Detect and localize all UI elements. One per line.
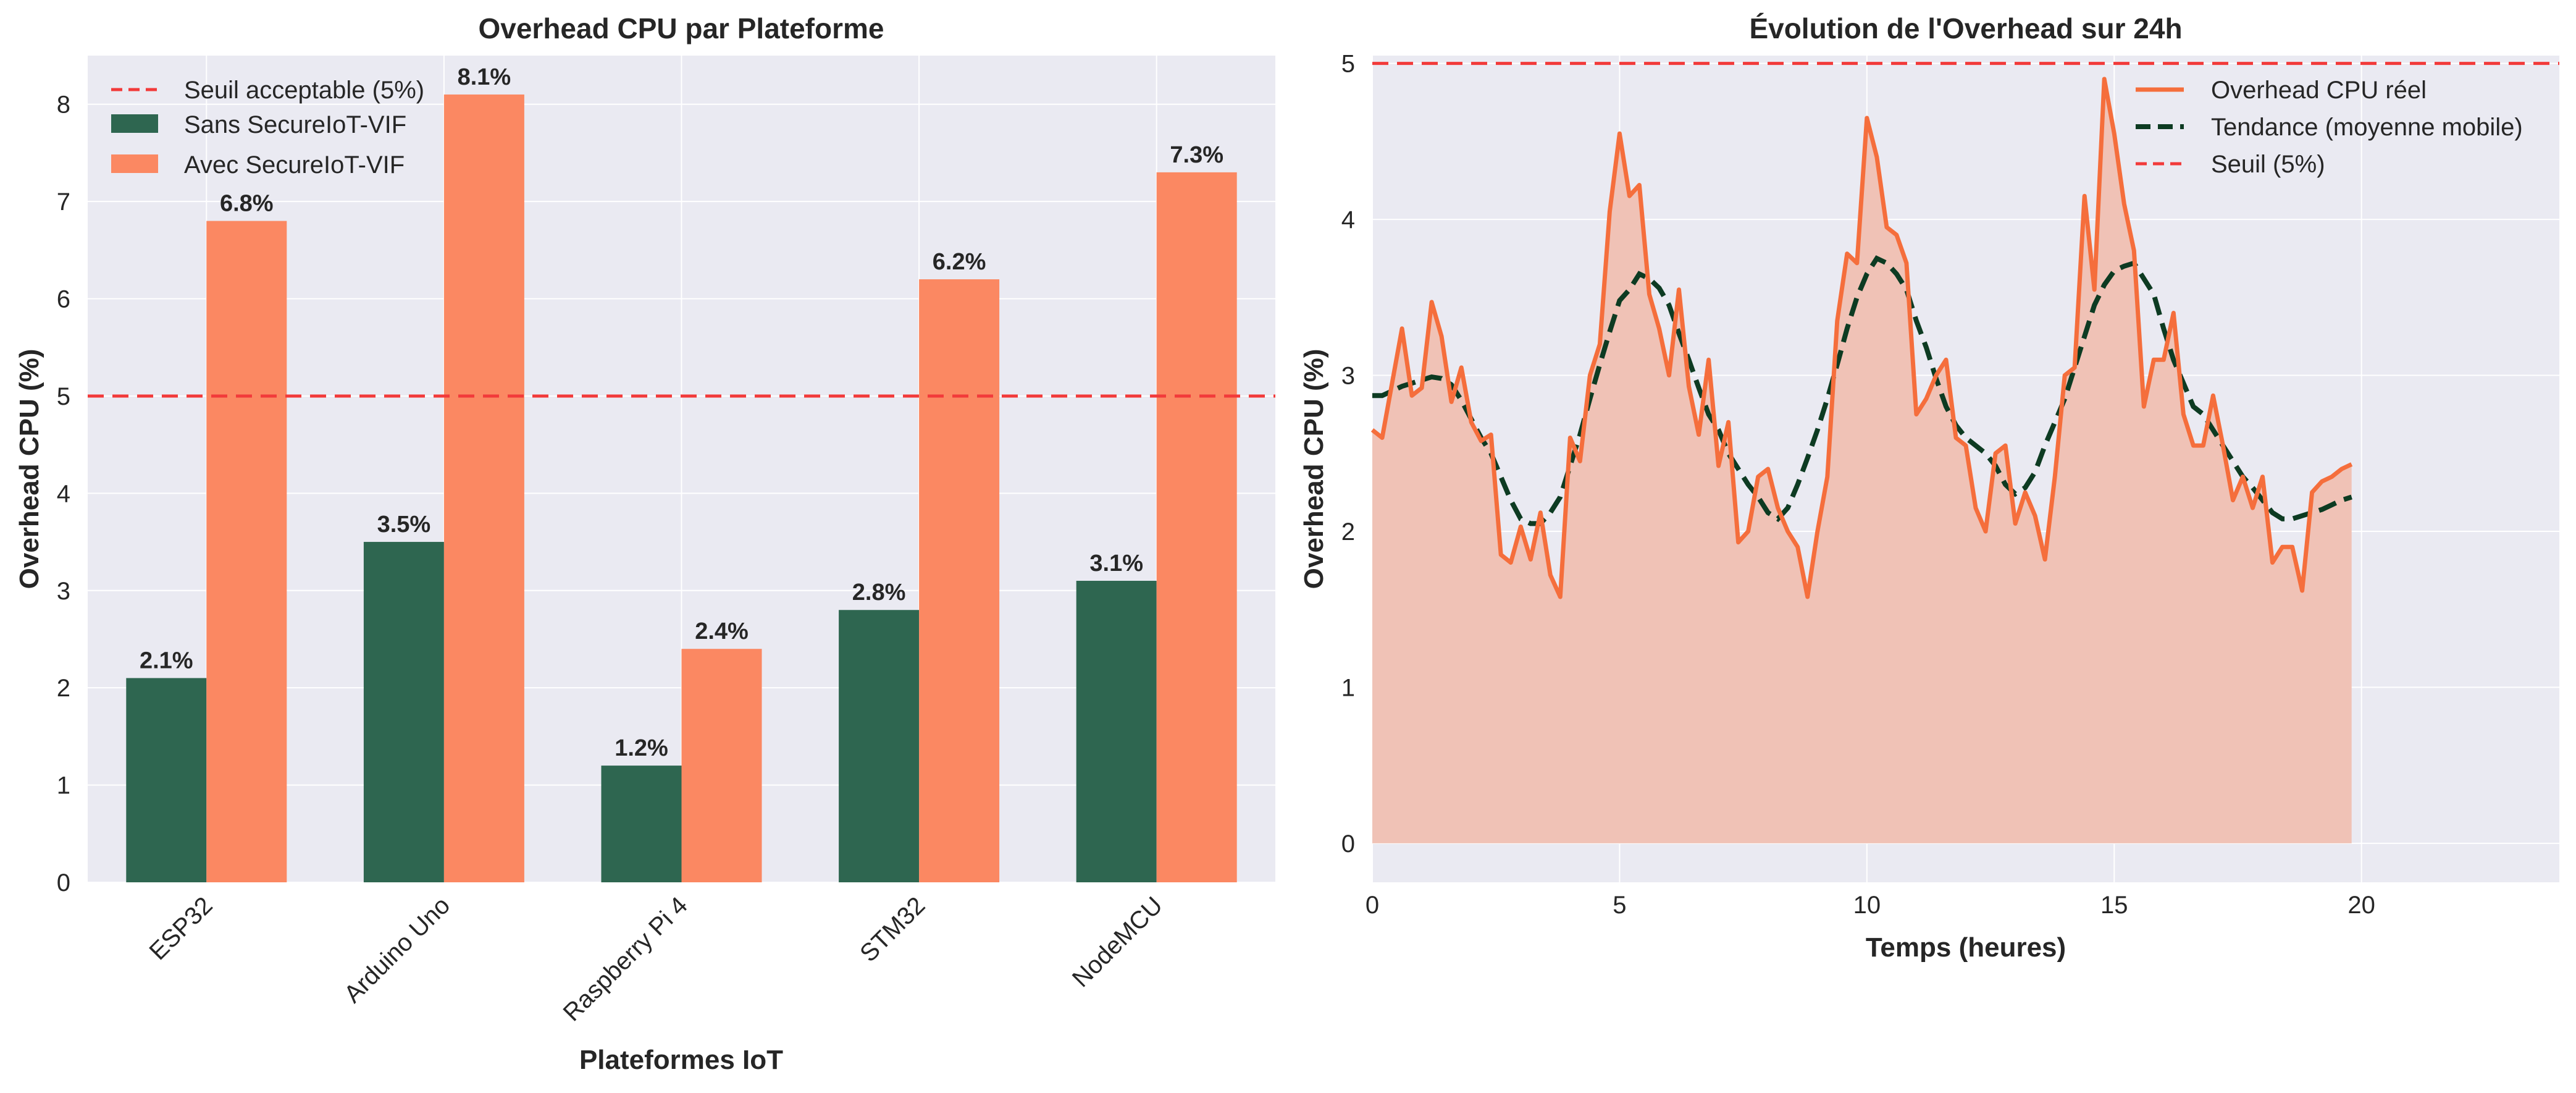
left-y-tick-label: 5 xyxy=(57,383,70,410)
right-x-tick-label: 15 xyxy=(2100,892,2128,919)
bar-value-label: 6.2% xyxy=(933,249,986,275)
left-y-ticks: 0 1 2 3 4 5 6 7 8 xyxy=(57,91,70,897)
left-x-tick-label: Raspberry Pi 4 xyxy=(558,892,693,1026)
bar-value-label: 1.2% xyxy=(615,735,668,761)
right-y-tick-label: 1 xyxy=(1341,674,1355,701)
right-y-axis-label: Overhead CPU (%) xyxy=(1299,349,1329,589)
right-x-ticks: 0 5 10 15 20 xyxy=(1366,892,2375,919)
right-y-tick-label: 5 xyxy=(1341,51,1355,78)
right-y-tick-label: 4 xyxy=(1341,206,1355,234)
bar-value-label: 6.8% xyxy=(220,191,274,217)
overhead-fill-area xyxy=(1372,78,2352,843)
legend-threshold-label: Seuil acceptable (5%) xyxy=(184,77,424,104)
bar-avec xyxy=(919,279,1000,882)
bar-avec xyxy=(443,94,524,882)
left-x-tick-label: ESP32 xyxy=(144,892,217,965)
legend-overhead-label: Overhead CPU réel xyxy=(2211,77,2427,104)
left-x-tick-label: Arduino Uno xyxy=(339,892,455,1008)
bar-avec xyxy=(206,221,287,883)
right-x-tick-label: 10 xyxy=(1853,892,1881,919)
left-bars xyxy=(126,94,1237,883)
legend-sans-swatch xyxy=(111,114,158,133)
left-x-tick-label: NodeMCU xyxy=(1067,892,1168,992)
bar-sans xyxy=(126,678,207,882)
right-x-tick-label: 5 xyxy=(1613,892,1626,919)
legend-seuil-label: Seuil (5%) xyxy=(2211,151,2325,178)
bar-sans xyxy=(363,542,444,882)
left-y-tick-label: 8 xyxy=(57,91,70,119)
left-y-tick-label: 7 xyxy=(57,188,70,216)
bar-sans xyxy=(839,610,920,882)
bar-value-label: 2.4% xyxy=(695,618,749,644)
bar-value-label: 3.1% xyxy=(1089,551,1143,576)
right-x-tick-label: 20 xyxy=(2347,892,2375,919)
right-legend: Overhead CPU réel Tendance (moyenne mobi… xyxy=(2136,77,2523,178)
bar-value-label: 2.8% xyxy=(852,580,906,606)
left-x-ticks: ESP32 Arduino Uno Raspberry Pi 4 STM32 NodeM… xyxy=(144,892,1168,1026)
legend-trend-label: Tendance (moyenne mobile) xyxy=(2211,114,2523,141)
overhead-line xyxy=(1370,77,2353,599)
legend-sans-label: Sans SecureIoT-VIF xyxy=(184,111,406,138)
left-legend: Seuil acceptable (5%) Sans SecureIoT-VIF… xyxy=(111,77,424,179)
legend-avec-swatch xyxy=(111,154,158,173)
bar-avec xyxy=(1156,172,1237,883)
right-y-ticks: 0 1 2 3 4 5 xyxy=(1341,51,1355,858)
right-y-tick-label: 0 xyxy=(1341,830,1355,858)
right-chart: 0 1 2 3 4 5 0 5 10 15 20 Évolution de l'Overhead … xyxy=(1299,12,2559,963)
bar-value-label: 2.1% xyxy=(140,648,193,673)
left-y-tick-label: 0 xyxy=(57,869,70,897)
bar-value-label: 8.1% xyxy=(458,64,511,90)
right-chart-title: Évolution de l'Overhead sur 24h xyxy=(1749,12,2182,44)
bar-value-label: 3.5% xyxy=(377,512,431,538)
bar-value-label: 7.3% xyxy=(1170,142,1223,168)
bar-avec xyxy=(681,649,762,882)
left-y-tick-label: 1 xyxy=(57,772,70,800)
left-y-axis-label: Overhead CPU (%) xyxy=(14,349,44,589)
legend-avec-label: Avec SecureIoT-VIF xyxy=(184,151,405,179)
left-y-tick-label: 6 xyxy=(57,286,70,313)
left-y-tick-label: 2 xyxy=(57,675,70,702)
right-x-axis-label: Temps (heures) xyxy=(1866,932,2066,963)
right-y-tick-label: 2 xyxy=(1341,518,1355,546)
left-y-tick-label: 4 xyxy=(57,480,70,507)
trend-line xyxy=(1372,255,2352,526)
left-y-tick-label: 3 xyxy=(57,578,70,605)
right-y-tick-label: 3 xyxy=(1341,363,1355,390)
left-x-tick-label: STM32 xyxy=(855,892,930,967)
left-bar-labels: 2.1% 6.8% 3.5% 8.1% 1.2% 2.4% 2.8% 6.2% 3.1% 7.3% xyxy=(140,64,1223,761)
bar-sans xyxy=(601,766,682,882)
left-x-axis-label: Plateformes IoT xyxy=(579,1045,783,1075)
right-x-tick-label: 0 xyxy=(1366,892,1379,919)
bar-sans xyxy=(1076,581,1157,882)
left-chart-title: Overhead CPU par Plateforme xyxy=(478,12,884,44)
left-chart: 2.1% 6.8% 3.5% 8.1% 1.2% 2.4% 2.8% 6.2% 3.1% 7.3%… xyxy=(14,12,1275,1075)
